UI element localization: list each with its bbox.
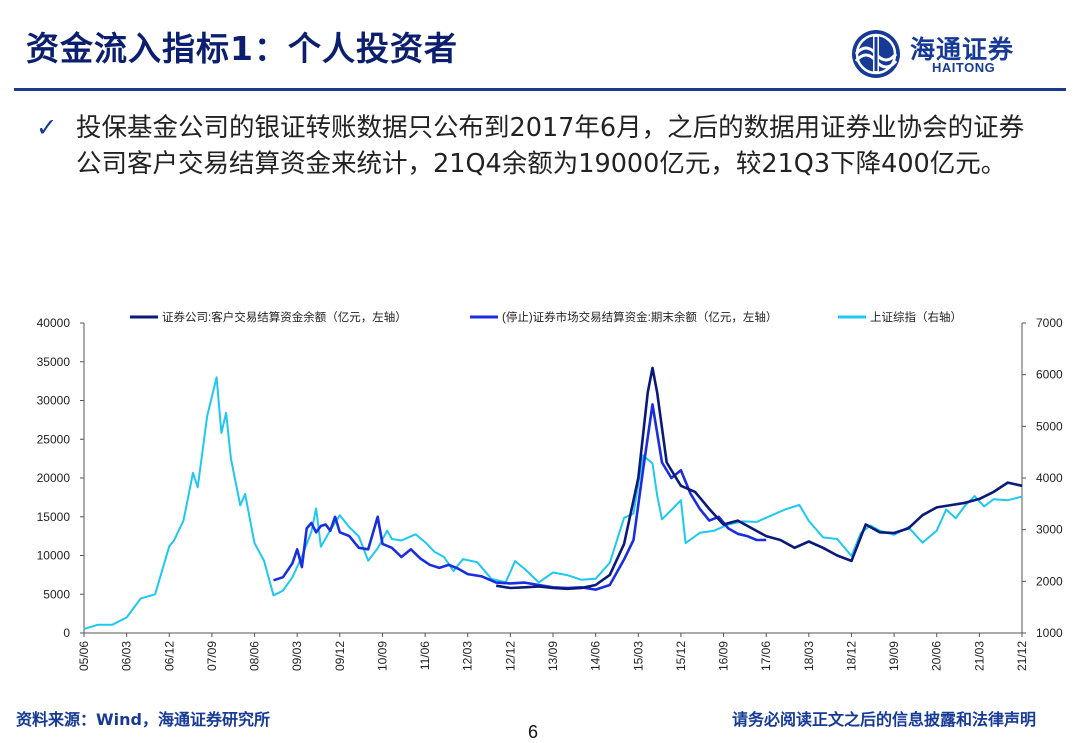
x-tick-label: 15/12 [674, 641, 688, 671]
fund-flow-chart: 0500010000150002000025000300003500040000… [37, 310, 1063, 671]
right-tick-label: 4000 [1036, 471, 1063, 485]
logo-text-en: HAITONG [932, 60, 996, 75]
bullet-text: 投保基金公司的银证转账数据只公布到2017年6月，之后的数据用证券业协会的证券公… [76, 113, 1025, 179]
x-tick-label: 18/03 [802, 641, 816, 671]
logo-emblem-icon [852, 30, 900, 78]
x-tick-label: 08/06 [248, 641, 262, 671]
x-tick-label: 12/03 [461, 641, 475, 671]
x-tick-label: 18/12 [844, 641, 858, 671]
x-tick-label: 07/09 [205, 641, 219, 671]
left-tick-label: 25000 [37, 432, 71, 446]
left-tick-label: 35000 [37, 355, 71, 369]
left-tick-label: 30000 [37, 394, 71, 408]
title-divider [14, 88, 1066, 91]
right-tick-label: 6000 [1036, 368, 1063, 382]
legend-label: (停止)证券市场交易结算资金:期末余额（亿元，左轴） [502, 310, 777, 324]
right-tick-label: 5000 [1036, 419, 1063, 433]
x-tick-label: 06/12 [162, 641, 176, 671]
series-line [83, 376, 1023, 630]
x-tick-label: 13/09 [546, 641, 560, 671]
series-line [273, 403, 767, 591]
x-tick-label: 09/03 [290, 641, 304, 671]
x-tick-label: 10/09 [375, 641, 389, 671]
haitong-logo: 海通证券 HAITONG [848, 28, 1044, 80]
x-tick-label: 20/06 [930, 641, 944, 671]
right-tick-label: 7000 [1036, 316, 1063, 330]
x-tick-label: 17/06 [759, 641, 773, 671]
x-tick-label: 21/03 [972, 641, 986, 671]
x-tick-label: 16/09 [717, 641, 731, 671]
left-tick-label: 0 [63, 626, 70, 640]
checkmark-icon: ✓ [36, 113, 58, 143]
legend-label: 证券公司:客户交易结算资金余额（亿元，左轴） [162, 310, 407, 324]
x-tick-label: 14/06 [589, 641, 603, 671]
disclaimer-note: 请务必阅读正文之后的信息披露和法律声明 [731, 710, 1036, 729]
right-tick-label: 3000 [1036, 523, 1063, 537]
right-tick-label: 2000 [1036, 574, 1063, 588]
bullet-point: ✓ 投保基金公司的银证转账数据只公布到2017年6月，之后的数据用证券业协会的证… [36, 110, 1046, 182]
x-tick-label: 06/03 [120, 641, 134, 671]
x-tick-label: 05/06 [77, 641, 91, 671]
left-tick-label: 10000 [37, 549, 71, 563]
left-tick-label: 20000 [37, 471, 71, 485]
source-note: 资料来源：Wind，海通证券研究所 [16, 710, 270, 729]
page-number: 6 [528, 722, 539, 742]
left-tick-label: 5000 [43, 587, 70, 601]
x-tick-label: 19/09 [887, 641, 901, 671]
page-title: 资金流入指标1：个人投资者 [26, 29, 458, 68]
series-line [495, 366, 1023, 591]
left-tick-label: 15000 [37, 510, 71, 524]
x-tick-label: 09/12 [333, 641, 347, 671]
left-tick-label: 40000 [37, 316, 71, 330]
x-tick-label: 12/12 [503, 641, 517, 671]
legend-label: 上证综指（右轴） [870, 310, 962, 324]
right-tick-label: 1000 [1036, 626, 1063, 640]
x-tick-label: 11/06 [418, 641, 432, 670]
x-tick-label: 21/12 [1015, 641, 1029, 671]
logo-text-cn: 海通证券 [910, 35, 1015, 64]
x-tick-label: 15/03 [631, 641, 645, 671]
